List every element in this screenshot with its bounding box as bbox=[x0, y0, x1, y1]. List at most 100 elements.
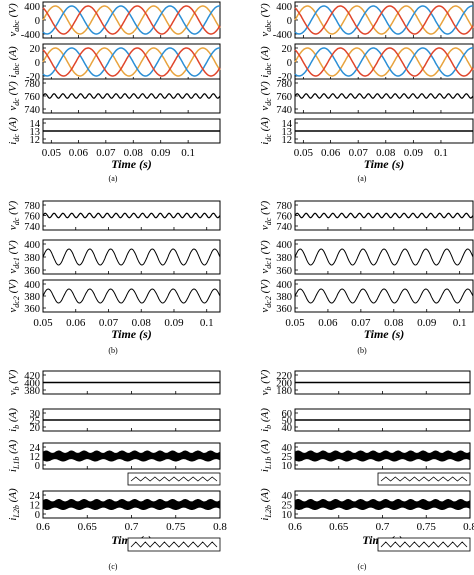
phase-b-line bbox=[294, 47, 474, 77]
y-label-subscript: dc2 bbox=[12, 296, 21, 308]
y-tick-label: 30 bbox=[30, 409, 41, 420]
sine-line bbox=[294, 288, 474, 304]
y-axis-label: vdc (V) bbox=[7, 201, 21, 231]
axes-frame bbox=[42, 239, 221, 275]
y-tick-label: 12 bbox=[282, 135, 293, 146]
y-label-var: v bbox=[259, 308, 271, 313]
panel-caption: (c) bbox=[109, 562, 118, 571]
y-label-var: i bbox=[259, 75, 271, 78]
y-tick-label: 780 bbox=[24, 79, 40, 90]
y-label-unit: (A) bbox=[7, 408, 19, 425]
x-tick-label: 0.07 bbox=[96, 147, 116, 159]
y-label-unit: (A) bbox=[259, 408, 271, 425]
y-label-subscript: abc bbox=[264, 20, 273, 32]
phase-a-line bbox=[294, 47, 474, 77]
y-label-unit: (V) bbox=[259, 201, 271, 218]
y-label-subscript: dc1 bbox=[264, 257, 273, 269]
y-label-unit: (V) bbox=[7, 201, 19, 218]
subplot-abc: 20 0 -20 iabc (A) bbox=[7, 43, 221, 83]
y-tick-label: 14 bbox=[30, 119, 41, 130]
y-axis-label: vdc1 (V) bbox=[7, 240, 21, 274]
sine-line bbox=[42, 288, 221, 304]
y-tick-label: 420 bbox=[24, 371, 40, 382]
y-label-subscript: dc bbox=[264, 98, 273, 106]
x-axis-label: Time (s) bbox=[111, 327, 152, 341]
y-label-unit: (V) bbox=[7, 369, 19, 386]
y-label-unit: (A) bbox=[7, 488, 19, 505]
x-tick-label: 0.8 bbox=[213, 521, 227, 533]
y-label-var: i bbox=[259, 142, 271, 145]
y-tick-label: -20 bbox=[26, 72, 40, 83]
x-tick-label: 0.08 bbox=[124, 147, 144, 159]
y-axis-label: vdc1 (V) bbox=[259, 240, 273, 274]
ripple-line bbox=[294, 212, 474, 219]
zoom-inset-frame bbox=[377, 472, 471, 486]
y-label-subscript: dc1 bbox=[12, 257, 21, 269]
ripple-band bbox=[294, 450, 471, 462]
y-label-unit: (V) bbox=[259, 279, 271, 296]
phase-a-line bbox=[42, 5, 221, 35]
zoom-inset-triangle-wave bbox=[380, 541, 468, 548]
x-tick-label: 0.65 bbox=[329, 521, 349, 533]
y-label-subscript: b bbox=[264, 386, 273, 390]
y-label-unit: (V) bbox=[259, 369, 271, 386]
x-tick-label: 0.6 bbox=[36, 521, 50, 533]
y-label-subscript: dc2 bbox=[264, 296, 273, 308]
y-axis-label: vb (V) bbox=[259, 369, 273, 395]
x-axis-label: Time (s) bbox=[111, 157, 152, 171]
y-label-var: i bbox=[7, 429, 19, 432]
y-axis-label: idc (A) bbox=[7, 117, 21, 145]
y-label-subscript: dc bbox=[264, 134, 273, 142]
phase-a-line bbox=[294, 5, 474, 35]
x-tick-label: 0.08 bbox=[384, 317, 404, 329]
y-tick-label: 400 bbox=[24, 240, 40, 251]
y-axis-label: ib (A) bbox=[259, 408, 273, 432]
x-tick-label: 0.05 bbox=[42, 147, 62, 159]
y-tick-label: 380 bbox=[276, 292, 292, 303]
ripple-band bbox=[42, 450, 221, 462]
x-tick-label: 0.75 bbox=[417, 521, 437, 533]
y-label-var: v bbox=[259, 32, 271, 37]
x-tick-label: 0.09 bbox=[404, 147, 424, 159]
y-label-var: i bbox=[7, 75, 19, 78]
y-tick-label: 40 bbox=[282, 443, 293, 454]
zoom-inset-frame bbox=[127, 472, 221, 486]
y-tick-label: -400 bbox=[21, 30, 40, 41]
y-tick-label: 13 bbox=[282, 127, 293, 138]
zoom-inset-triangle-wave bbox=[130, 476, 218, 482]
y-tick-label: 0 bbox=[35, 461, 40, 472]
y-tick-label: -20 bbox=[278, 72, 292, 83]
y-tick-label: 13 bbox=[30, 127, 41, 138]
y-axis-label: idc (A) bbox=[259, 117, 273, 145]
y-tick-label: 200 bbox=[276, 379, 292, 390]
x-tick-label: 0.09 bbox=[417, 317, 437, 329]
x-tick-label: 0.08 bbox=[376, 147, 396, 159]
y-axis-label: iL1b (A) bbox=[7, 440, 21, 473]
y-tick-label: 20 bbox=[282, 44, 293, 55]
y-tick-label: 740 bbox=[24, 105, 40, 116]
y-tick-label: 380 bbox=[24, 253, 40, 264]
y-tick-label: 220 bbox=[276, 371, 292, 382]
ripple-line bbox=[42, 212, 221, 219]
y-tick-label: 24 bbox=[30, 443, 41, 454]
phase-c-line bbox=[42, 47, 221, 77]
y-label-unit: (V) bbox=[7, 240, 19, 257]
y-label-unit: (V) bbox=[7, 279, 19, 296]
y-tick-label: 400 bbox=[276, 280, 292, 291]
y-tick-label: 50 bbox=[282, 416, 293, 427]
y-tick-label: 760 bbox=[24, 92, 40, 103]
y-label-unit: (A) bbox=[259, 440, 271, 457]
